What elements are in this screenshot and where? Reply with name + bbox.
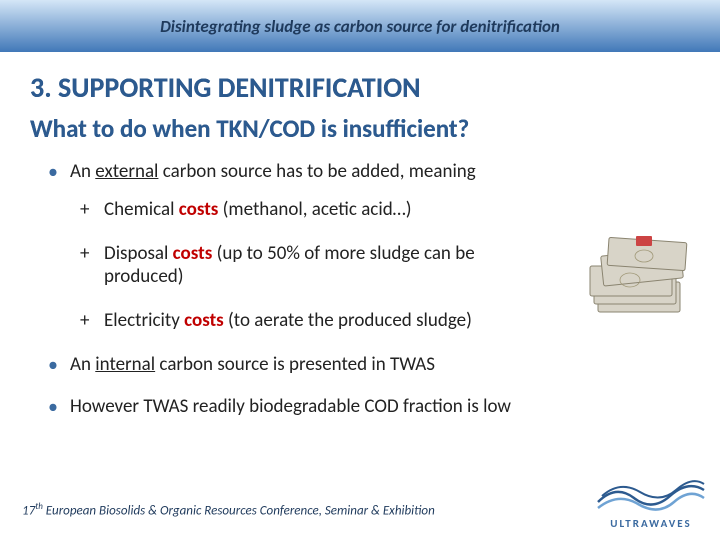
text: An <box>70 353 95 376</box>
text: (methanol, acetic acid…) <box>218 198 411 221</box>
logo-wave-icon <box>596 478 706 512</box>
text: Chemical <box>104 198 179 221</box>
section-subtitle: What to do when TKN/COD is insufficient? <box>0 111 720 156</box>
text: However TWAS readily biodegradable COD f… <box>70 395 511 418</box>
bullet-however: However TWAS readily biodegradable COD f… <box>70 395 670 419</box>
text-underline: external <box>95 160 158 183</box>
footer-sup: th <box>35 501 43 512</box>
banner-text: Disintegrating sludge as carbon source f… <box>160 16 560 37</box>
section-title: 3. SUPPORTING DENITRIFICATION <box>0 52 720 111</box>
text: An <box>70 160 95 183</box>
text-costs: costs <box>173 242 213 265</box>
footer-ord: 17 <box>22 503 35 518</box>
text-costs: costs <box>179 198 219 221</box>
text: (to aerate the produced sludge) <box>224 309 472 332</box>
top-banner: Disintegrating sludge as carbon source f… <box>0 0 720 52</box>
text: carbon source has to be added, meaning <box>158 160 475 183</box>
money-stack-icon <box>580 232 700 324</box>
text-underline: internal <box>95 353 155 376</box>
logo: ULTRAWAVES <box>596 478 706 530</box>
footer-text: 17th European Biosolids & Organic Resour… <box>22 501 435 518</box>
text: carbon source is presented in TWAS <box>155 353 435 376</box>
bullet-internal-source: An internal carbon source is presented i… <box>70 353 670 377</box>
footer-rest: European Biosolids & Organic Resources C… <box>43 503 435 518</box>
logo-text: ULTRAWAVES <box>596 517 706 530</box>
text-costs: costs <box>184 309 224 332</box>
sub-chemical: Chemical costs (methanol, acetic acid…) <box>104 198 670 222</box>
text: Disposal <box>104 242 173 265</box>
text: Electricity <box>104 309 184 332</box>
